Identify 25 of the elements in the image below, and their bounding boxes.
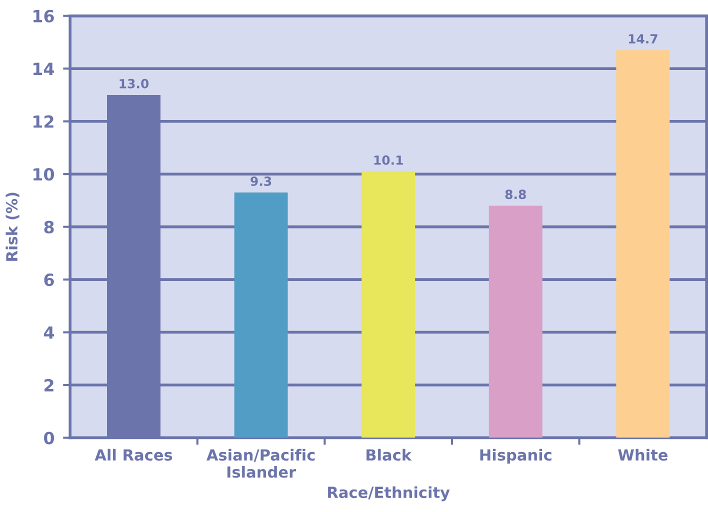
x-tick-label: Black bbox=[366, 448, 412, 461]
bar bbox=[362, 171, 416, 438]
y-tick-label: 12 bbox=[34, 115, 54, 128]
y-tick-label: 10 bbox=[34, 168, 54, 181]
x-tick-label: Asian/Pacific Islander bbox=[206, 448, 315, 478]
bar bbox=[616, 50, 670, 438]
y-tick-label: 6 bbox=[44, 274, 54, 286]
bar bbox=[234, 192, 288, 438]
x-tick-label: Hispanic bbox=[480, 448, 552, 464]
y-tick-label: 16 bbox=[34, 10, 54, 22]
data-label: 10.1 bbox=[374, 155, 403, 165]
data-label: 9.3 bbox=[250, 176, 272, 186]
x-tick-label: All Races bbox=[94, 448, 172, 461]
y-tick-label: 4 bbox=[44, 326, 54, 339]
y-tick-label: 14 bbox=[34, 62, 54, 75]
data-label: 14.7 bbox=[628, 34, 658, 44]
data-label: 8.8 bbox=[505, 190, 526, 200]
y-tick-label: 0 bbox=[44, 432, 54, 444]
y-tick-label: 2 bbox=[44, 378, 54, 392]
bar bbox=[488, 206, 542, 438]
y-axis-title: Risk (%) bbox=[6, 192, 20, 261]
data-label: 13.0 bbox=[120, 78, 149, 88]
x-tick-label: White bbox=[618, 448, 668, 461]
x-axis-title: Race/Ethnicity bbox=[328, 486, 450, 502]
y-tick-label: 8 bbox=[44, 220, 54, 234]
